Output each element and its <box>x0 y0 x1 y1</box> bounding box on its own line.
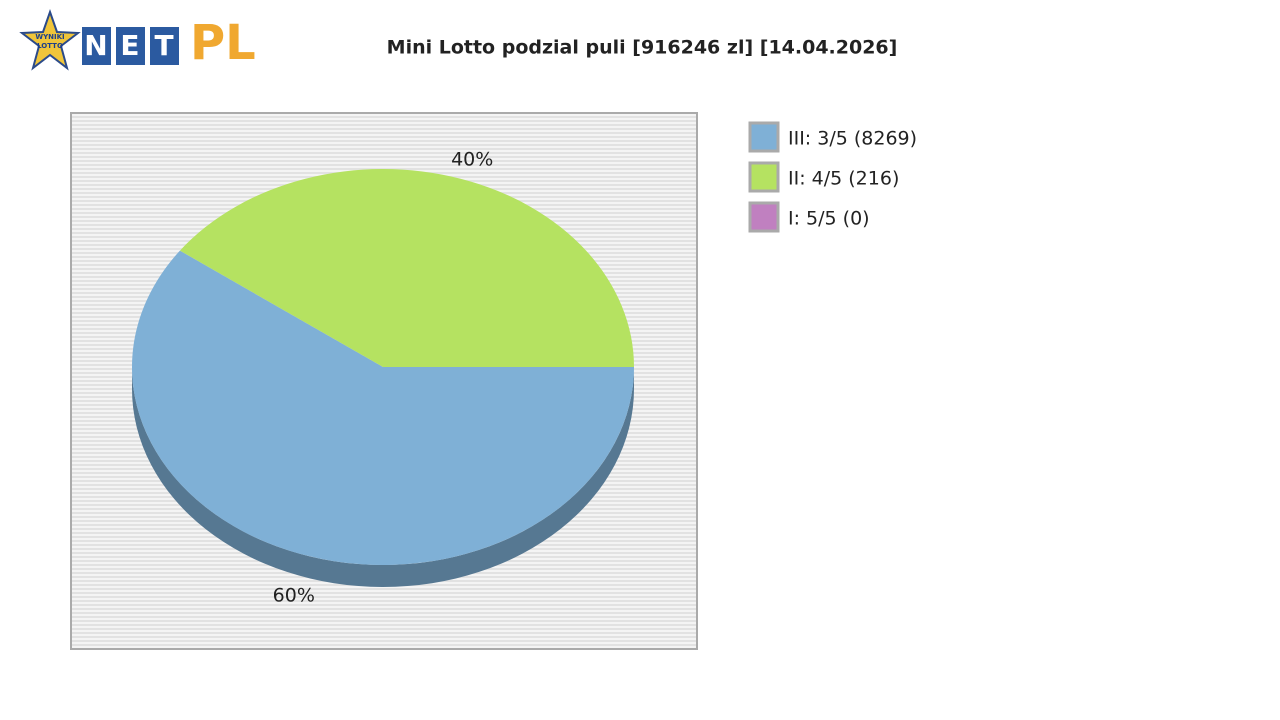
logo-letter: E <box>120 29 139 62</box>
legend-label: II: 4/5 (216) <box>788 168 899 190</box>
legend: III: 3/5 (8269) II: 4/5 (216) I: 5/5 (0) <box>748 121 917 233</box>
logo: WYNIKI LOTTO N E T PL <box>19 8 256 71</box>
legend-swatch <box>748 161 780 193</box>
logo-letter: N <box>84 29 107 62</box>
logo-box <box>116 27 145 65</box>
logo-letter: T <box>154 29 173 62</box>
pie-slice <box>179 168 634 367</box>
logo-badge: WYNIKI <box>35 33 64 41</box>
legend-swatch <box>748 121 780 153</box>
slice-label: 40% <box>451 148 493 170</box>
logo-badge: LOTTO <box>37 42 63 50</box>
legend-label: III: 3/5 (8269) <box>788 128 917 150</box>
chart-title: Mini Lotto podzial puli [916246 zl] [14.… <box>387 37 898 59</box>
legend-label: I: 5/5 (0) <box>788 208 870 230</box>
logo-pl: PL <box>190 15 256 71</box>
pie: 60% 40% <box>132 148 634 607</box>
pie-slice <box>132 250 634 565</box>
logo-box <box>82 27 111 65</box>
logo-box <box>150 27 179 65</box>
logo-star <box>19 8 81 71</box>
slice-label: 60% <box>273 585 315 607</box>
legend-swatch <box>748 201 780 233</box>
